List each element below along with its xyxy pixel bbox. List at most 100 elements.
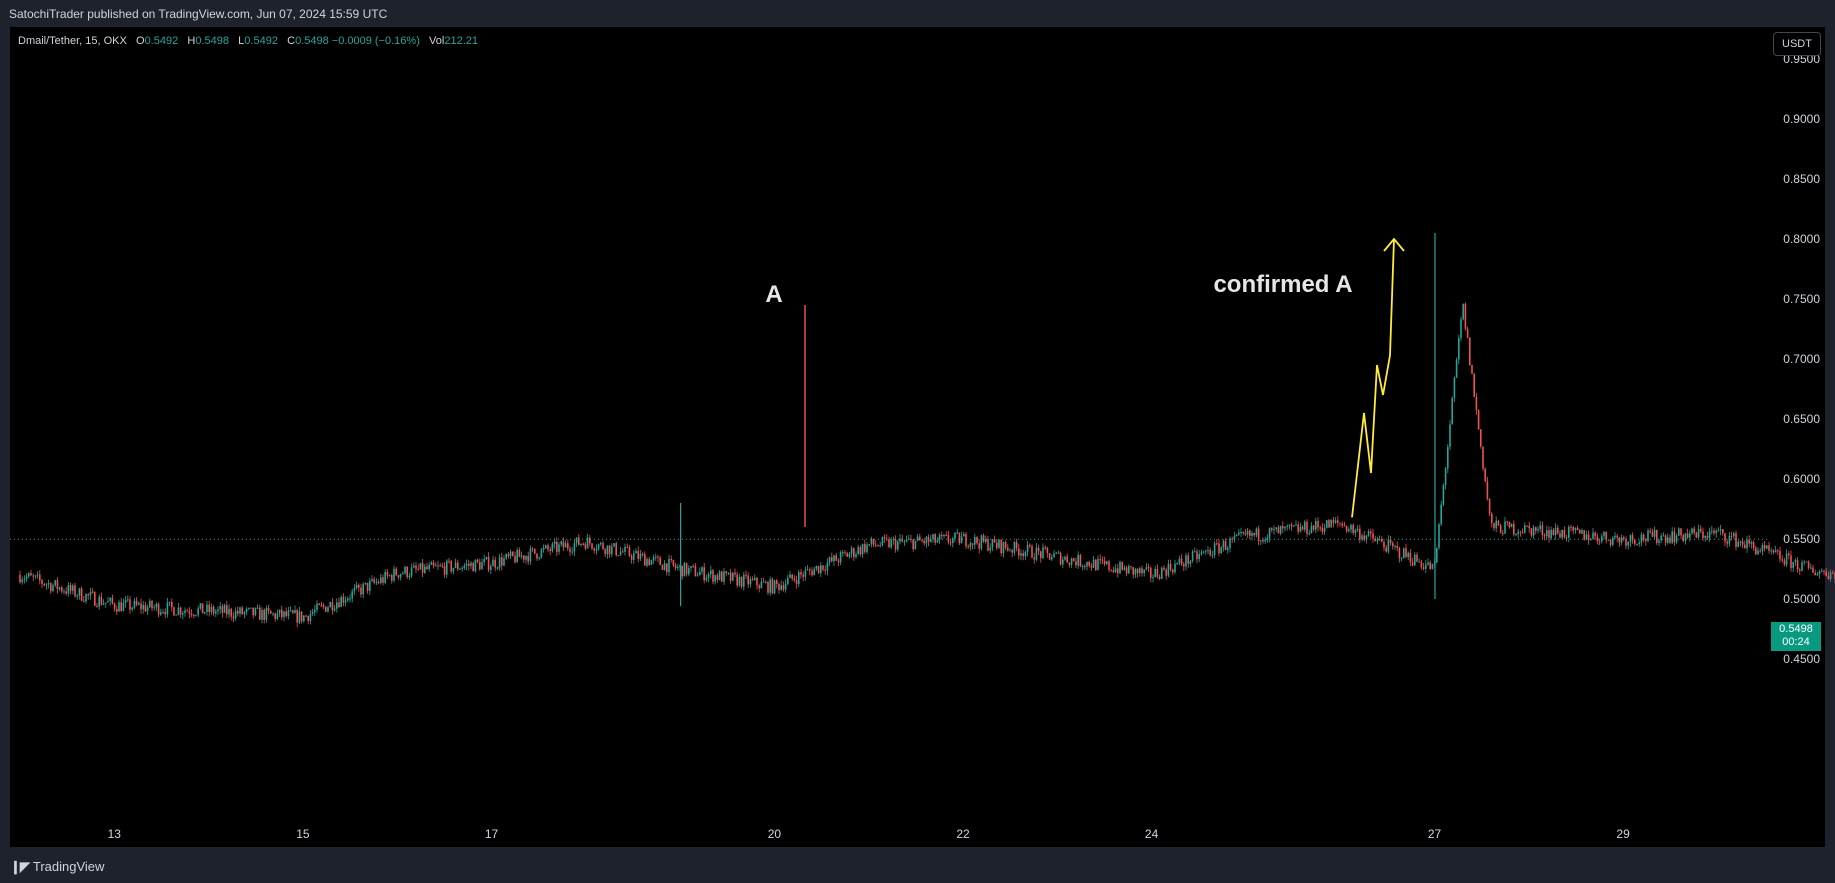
candle-body [800, 572, 802, 575]
candle-body [762, 581, 765, 583]
candle-body [826, 562, 829, 571]
candle-body [1200, 552, 1203, 555]
candle-body [267, 608, 270, 611]
candle-body [151, 600, 153, 609]
candle-body [1246, 530, 1249, 535]
candle-body [1317, 520, 1319, 528]
candle-body [1422, 567, 1425, 569]
candle-body [846, 553, 848, 557]
candle-body [1480, 429, 1482, 447]
candle-body [1407, 552, 1409, 557]
candle-body [208, 604, 210, 612]
candle-body [1792, 561, 1794, 568]
candle-body [39, 574, 41, 581]
candle-body [465, 563, 468, 566]
candle-body [989, 547, 991, 551]
tradingview-logo-icon: ❙◤ [10, 859, 30, 874]
candle-body [1194, 551, 1196, 553]
candle-body [1515, 534, 1517, 536]
candle-body [1242, 531, 1244, 534]
candle-body [945, 534, 947, 536]
candle-body [1442, 485, 1445, 505]
candle-body [1209, 549, 1211, 556]
x-tick-label: 29 [1616, 827, 1630, 841]
candle-body [1033, 557, 1035, 560]
candle-body [635, 551, 637, 554]
candle-body [670, 559, 672, 561]
candle-body [1035, 547, 1038, 560]
candle-body [303, 615, 305, 622]
candle-body [872, 538, 875, 545]
candle-body [1576, 527, 1579, 531]
candle-body [1244, 533, 1247, 535]
chart-area[interactable] [10, 27, 1825, 847]
candle-body [1367, 531, 1370, 536]
candle-body [1222, 541, 1225, 548]
currency-unit-button[interactable]: USDT [1773, 32, 1821, 56]
candle-body [34, 575, 37, 577]
candle-body [140, 603, 142, 610]
candle-body [987, 539, 989, 551]
candle-body [1598, 541, 1601, 543]
candle-body [1680, 528, 1682, 536]
candle-body [540, 549, 543, 558]
candle-body [613, 543, 615, 547]
candle-body [278, 609, 281, 614]
candle-body [1409, 552, 1412, 563]
candle-body [311, 612, 314, 614]
candle-body [923, 540, 925, 544]
candle-body [1770, 550, 1772, 552]
candle-body [221, 606, 224, 613]
candle-body [232, 616, 235, 619]
candle-body [230, 608, 232, 617]
candle-body [668, 559, 670, 573]
candle-body [626, 546, 628, 548]
candle-body [714, 575, 716, 582]
projection-arrowhead-icon [1383, 237, 1405, 252]
candle-body [1119, 562, 1121, 574]
candle-body [1739, 541, 1742, 543]
open-value: 0.5492 [144, 35, 179, 47]
candle-body [1475, 396, 1478, 411]
candle-body [1812, 567, 1814, 573]
candle-body [300, 611, 303, 622]
candle-body [641, 553, 644, 555]
publication-bar: SatochiTrader published on TradingView.c… [0, 0, 1835, 27]
candle-body [369, 581, 371, 591]
candle-body [285, 611, 287, 616]
candle-body [1750, 542, 1753, 544]
candle-body [1543, 535, 1546, 537]
candle-body [419, 563, 422, 570]
candle-body [857, 547, 859, 555]
candle-body [353, 588, 356, 592]
symbol-label[interactable]: Dmail/Tether, 15, OKX [18, 35, 127, 47]
candle-body [204, 612, 206, 614]
candle-body [380, 577, 382, 584]
ohlc-legend: Dmail/Tether, 15, OKX O0.5492 H0.5498 L0… [18, 35, 478, 47]
candle-body [905, 539, 908, 542]
candle-body [1330, 520, 1332, 528]
candle-body [1647, 530, 1649, 542]
candle-body [743, 574, 745, 587]
candle-body [1152, 577, 1154, 579]
candle-body [124, 600, 127, 603]
candle-body [1774, 550, 1777, 553]
candle-body [591, 543, 593, 549]
tradingview-brand[interactable]: ❙◤ TradingView [10, 859, 104, 875]
candle-body [815, 565, 818, 569]
candle-body [1163, 567, 1165, 570]
candle-body [1172, 569, 1174, 573]
candle-body [1403, 548, 1405, 559]
candle-body [131, 607, 133, 610]
candle-body [1031, 546, 1033, 558]
candle-body [745, 574, 747, 576]
candle-body [1451, 397, 1453, 425]
candle-body [558, 544, 560, 552]
candle-body [1805, 561, 1808, 563]
candle-body [490, 566, 492, 570]
candle-body [1638, 542, 1640, 545]
y-tick-label: 0.4500 [1783, 652, 1820, 666]
candle-body [1702, 531, 1704, 538]
candle-body [974, 537, 976, 545]
